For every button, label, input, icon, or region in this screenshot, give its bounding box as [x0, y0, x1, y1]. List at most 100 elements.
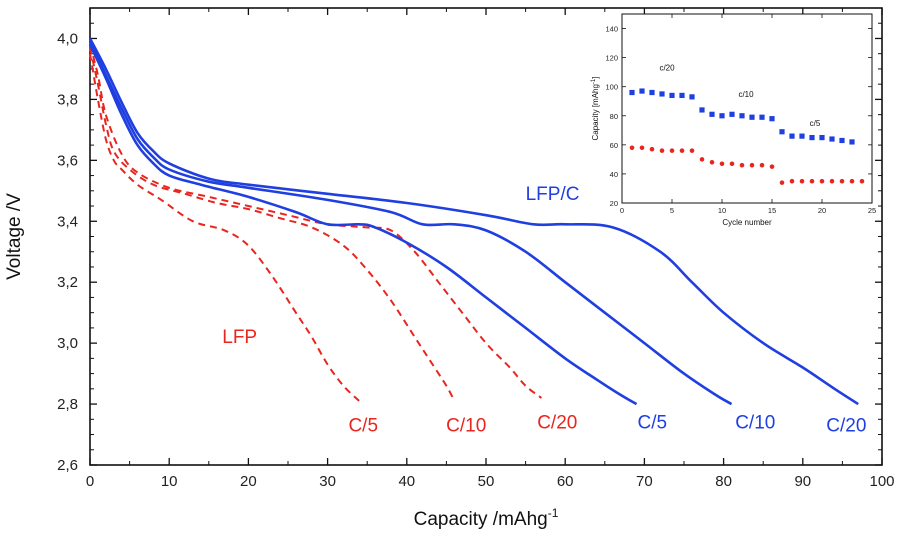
x-tick-label: 0	[86, 473, 94, 490]
inset-y-tick-label: 20	[610, 199, 618, 208]
inset-point-lfp-c	[729, 111, 735, 117]
x-tick-label: 80	[715, 473, 732, 490]
inset-point-lfp-c	[819, 134, 825, 141]
inset-x-tick-label: 15	[768, 206, 776, 215]
y-tick-label: 3,4	[57, 213, 78, 230]
y-tick-label: 3,6	[57, 152, 78, 169]
inset-point-lfp	[789, 178, 795, 184]
inset-point-lfp	[659, 148, 665, 153]
inset-x-axis-title: Cycle number	[722, 218, 772, 227]
inset-point-lfp	[779, 180, 785, 185]
inset-point-lfp-c	[809, 134, 815, 141]
rate-label: C/5	[348, 415, 378, 436]
inset-point-lfp	[649, 146, 655, 152]
inset-y-tick-label: 100	[605, 83, 618, 92]
x-tick-label: 100	[869, 473, 894, 490]
inset-point-lfp	[739, 162, 745, 168]
inset-point-lfp-c	[709, 111, 715, 117]
inset-point-lfp	[809, 178, 815, 184]
x-tick-label: 40	[398, 473, 415, 490]
inset-x-tick-label: 5	[670, 206, 674, 215]
x-tick-label: 70	[636, 473, 653, 490]
inset-x-tick-label: 0	[620, 206, 624, 215]
inset-point-lfp	[769, 164, 775, 169]
rate-label: C/5	[638, 412, 668, 433]
rate-label: C/20	[537, 412, 577, 433]
x-tick-label: 50	[478, 473, 495, 490]
inset-x-tick-label: 10	[718, 206, 726, 215]
rate-label: C/20	[826, 415, 866, 436]
inset-point-lfp-c	[639, 88, 645, 94]
inset-point-lfp	[759, 162, 765, 168]
inset-point-lfp	[719, 161, 725, 167]
rate-label: C/10	[446, 415, 486, 436]
inset-point-lfp-c	[839, 137, 845, 144]
inset-y-axis-title-ylabel-sup: -1	[591, 78, 597, 84]
group-label: LFP	[222, 327, 257, 348]
inset-point-lfp	[679, 148, 685, 153]
inset-frame	[621, 13, 873, 204]
series-line-lfpc-c5	[88, 44, 638, 406]
inset-y-tick-label: 120	[605, 54, 618, 63]
inset-point-lfp-c	[719, 113, 725, 119]
y-tick-label: 3,8	[57, 91, 78, 108]
inset-rate-label: c/10	[738, 90, 754, 99]
x-tick-label: 90	[794, 473, 811, 490]
inset-point-lfp	[819, 178, 825, 184]
series-line-lfpc-c10	[88, 40, 733, 406]
series-line-lfp-c5	[89, 53, 360, 402]
inset-y-tick-label: 40	[610, 170, 618, 179]
inset-point-lfp	[689, 148, 695, 153]
inset-point-lfp-c	[689, 94, 695, 100]
y-tick-label: 2,8	[57, 396, 78, 413]
inset-point-lfp	[849, 178, 855, 184]
x-tick-label: 20	[240, 473, 257, 490]
inset-point-lfp	[699, 157, 705, 162]
inset-x-tick-label: 25	[868, 206, 876, 215]
inset-y-axis-title: Capacity [mAhg-1]	[591, 76, 600, 140]
inset-point-lfp	[859, 178, 865, 184]
inset-point-lfp-c	[789, 133, 795, 139]
inset-y-tick-label: 60	[610, 141, 618, 150]
inset-y-tick-label: 140	[605, 25, 618, 34]
inset-point-lfp-c	[749, 114, 755, 120]
inset-point-lfp-c	[759, 114, 765, 120]
x-tick-label: 30	[319, 473, 336, 490]
inset-point-lfp-c	[849, 139, 855, 145]
inset-point-lfp-c	[829, 136, 835, 142]
inset-point-lfp	[799, 178, 805, 184]
x-axis-title: Capacity /mAhg-1	[414, 506, 559, 530]
inset-point-lfp	[829, 178, 835, 184]
inset-point-lfp-c	[669, 92, 675, 99]
inset-point-lfp	[749, 162, 755, 168]
inset-point-lfp-c	[769, 116, 775, 122]
inset-point-lfp-c	[649, 89, 655, 96]
x-axis-title-superscript: -1	[548, 506, 559, 520]
inset-point-lfp-c	[699, 107, 705, 113]
y-tick-label: 3,2	[57, 274, 78, 291]
inset-point-lfp-c	[629, 89, 635, 96]
x-axis-title-text: Capacity /mAhg	[414, 509, 548, 530]
series-line-lfpc-c20	[88, 37, 859, 406]
inset-point-lfp-c	[679, 92, 685, 99]
x-tick-label: 10	[161, 473, 178, 490]
inset-point-lfp-c	[739, 113, 745, 119]
rate-label: C/10	[735, 412, 775, 433]
inset-x-tick-label: 20	[818, 206, 826, 215]
inset-point-lfp	[709, 159, 715, 165]
group-label: LFP/C	[526, 184, 580, 205]
y-tick-label: 4,0	[57, 30, 78, 47]
inset-plot: 0 5 10 15 20 25 20 40 60 80 100 120 140 Cycle number C…	[591, 13, 876, 227]
inset-point-lfp	[629, 145, 635, 151]
inset-y-tick-label: 80	[610, 112, 618, 121]
main-plot: 0 10 20 30 40 50 60 70 80 90 1002,62,83,03,23,43,6…	[4, 7, 895, 530]
y-tick-label: 3,0	[57, 335, 78, 352]
inset-point-lfp	[639, 145, 645, 151]
inset-point-lfp-c	[799, 133, 805, 139]
y-axis-title: Voltage /V	[4, 193, 25, 280]
y-tick-label: 2,6	[57, 457, 78, 474]
inset-point-lfp-c	[779, 129, 785, 135]
inset-rate-label: c/5	[810, 119, 821, 128]
inset-point-lfp	[839, 178, 845, 184]
